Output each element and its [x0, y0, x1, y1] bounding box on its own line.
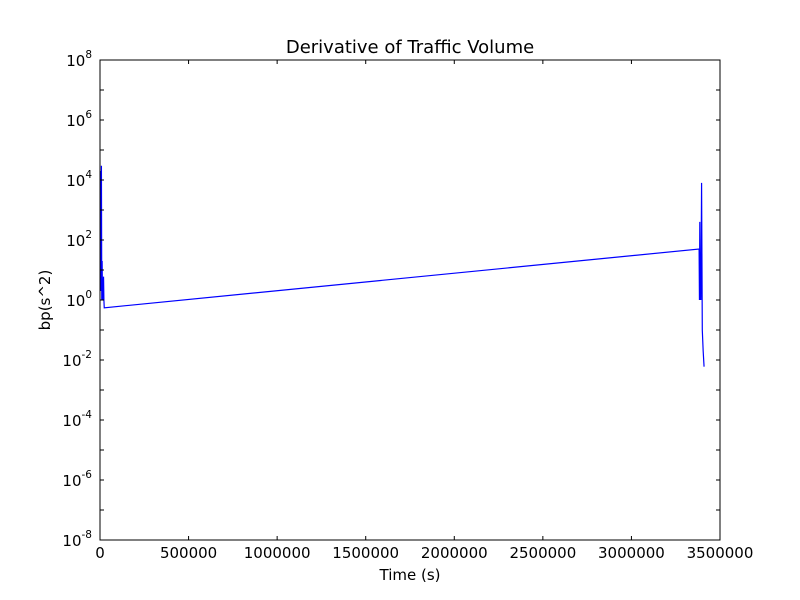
y-tick-label: 100	[66, 289, 92, 310]
plot-frame	[99, 59, 721, 541]
y-tick-label: 104	[66, 169, 92, 190]
y-tick-label: 10-4	[62, 409, 92, 430]
x-tick-label: 2000000	[421, 544, 488, 562]
y-axis-label: bp(s^2)	[36, 270, 54, 331]
x-tick-label: 2500000	[509, 544, 576, 562]
y-tick-label: 108	[66, 49, 92, 70]
y-tick-label: 10-6	[62, 469, 92, 490]
y-tick-label: 102	[66, 229, 92, 250]
y-axis: 10-8 10-6 10-4 10-2 100 102 104 106 108	[62, 49, 720, 550]
x-tick-label: 3500000	[687, 544, 754, 562]
x-axis: 0 500000 1000000 1500000 2000000 2500000 30000…	[95, 60, 753, 562]
series-line	[99, 165, 705, 367]
x-tick-label: 500000	[160, 544, 217, 562]
y-tick-label: 106	[66, 109, 92, 130]
plot-area	[99, 165, 705, 367]
chart-title: Derivative of Traffic Volume	[286, 37, 534, 58]
y-tick-label: 10-2	[62, 349, 92, 370]
y-tick-label: 10-8	[62, 529, 92, 550]
x-tick-label: 0	[95, 544, 105, 562]
x-tick-label: 1500000	[332, 544, 399, 562]
x-tick-label: 3000000	[598, 544, 665, 562]
x-axis-label: Time (s)	[379, 566, 441, 584]
x-tick-label: 1000000	[244, 544, 311, 562]
